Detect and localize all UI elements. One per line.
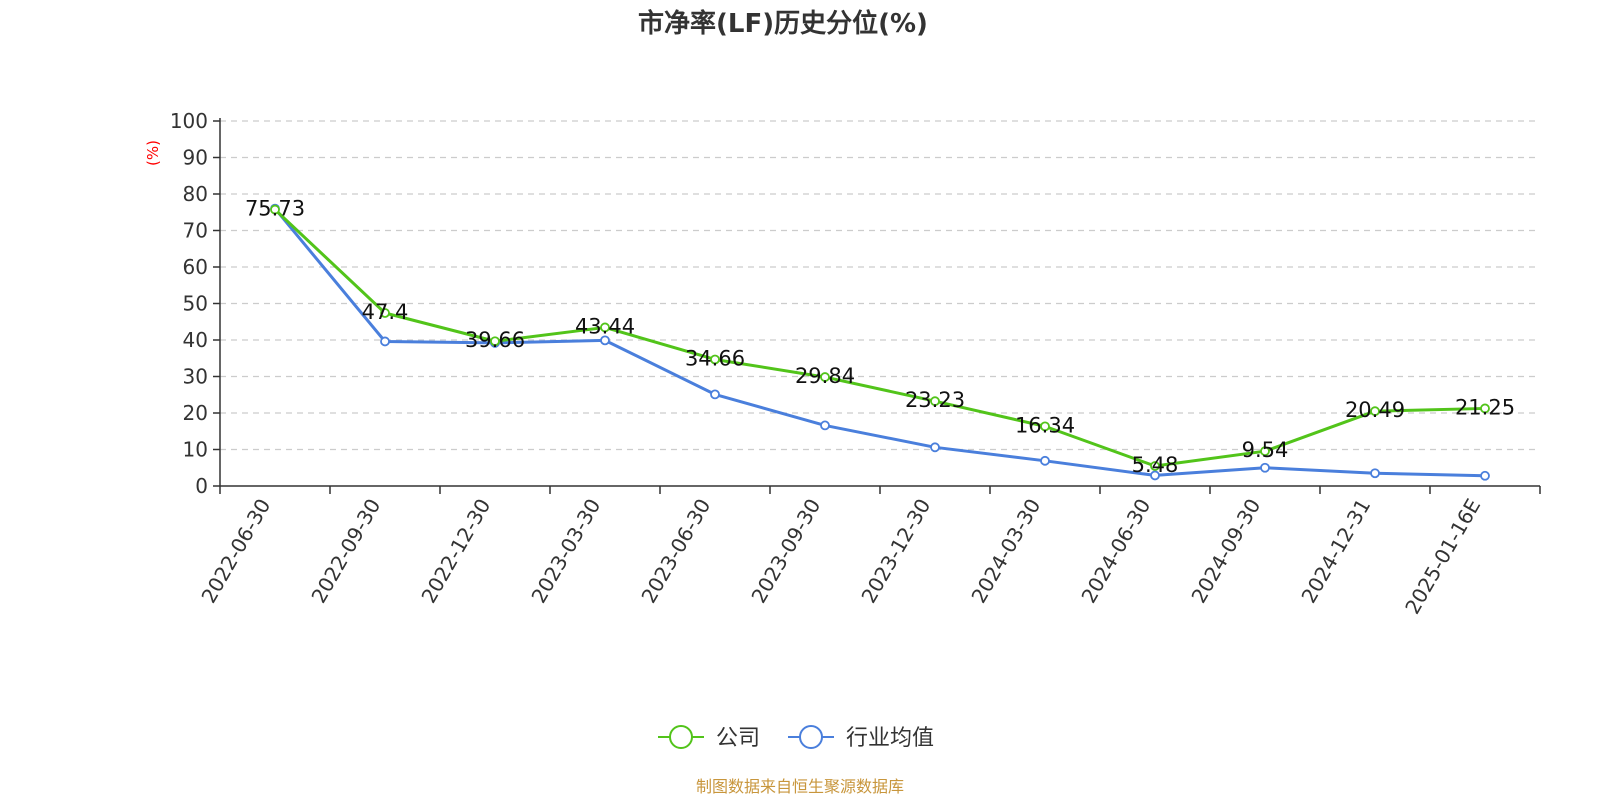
source-note: 制图数据来自恒生聚源数据库 (696, 777, 904, 796)
data-point-industry (380, 336, 390, 347)
data-point-company (1260, 446, 1270, 457)
data-point-industry (1040, 455, 1050, 466)
data-point-industry (710, 389, 720, 400)
y-tick-label: 80 (183, 182, 208, 206)
data-labels: 75.73 47.4 39.66 43.44 34.66 29.84 23.23 16.34 5… (245, 197, 1515, 477)
legend-label-company: 公司 (716, 726, 760, 751)
y-tick-label: 70 (183, 219, 208, 243)
data-point-industry (1480, 470, 1490, 481)
data-point-company (710, 354, 720, 365)
series-line-industry (273, 207, 1486, 478)
legend-marker-industry (799, 725, 823, 749)
data-point-company (270, 204, 280, 215)
data-point-company (490, 336, 500, 347)
x-tick-label: 2025-01-16E (1400, 495, 1485, 619)
data-point-industry (820, 420, 830, 431)
y-tick-label: 50 (183, 292, 208, 316)
x-tick-label: 2024-09-30 (1186, 495, 1265, 608)
data-label: 23.23 (905, 388, 965, 412)
series-line-company (273, 208, 1486, 468)
x-tick-label: 2023-12-30 (856, 495, 935, 608)
legend-item-industry[interactable]: 行业均值 (788, 725, 934, 751)
y-tick-label: 10 (183, 438, 208, 462)
data-point-company (1370, 406, 1380, 417)
x-tick-label: 2023-06-30 (636, 495, 715, 608)
x-tick-label: 2022-12-30 (416, 495, 495, 608)
data-label: 21.25 (1455, 395, 1515, 419)
data-point-company (380, 308, 390, 318)
data-label: 75.73 (245, 197, 305, 221)
data-point-company (1040, 421, 1050, 432)
legend-label-industry: 行业均值 (846, 726, 934, 751)
legend-item-company[interactable]: 公司 (658, 725, 760, 751)
data-point-industry (600, 335, 610, 346)
x-tick-label: 2022-06-30 (196, 495, 275, 608)
data-label: 34.66 (685, 346, 745, 370)
x-tick-label: 2024-12-31 (1296, 495, 1375, 608)
data-point-industry (930, 442, 940, 453)
data-point-industry (1150, 470, 1160, 481)
data-point-company (600, 322, 610, 333)
data-label: 39.66 (465, 328, 525, 352)
x-tick-label: 2024-06-30 (1076, 495, 1155, 608)
x-tick-label: 2022-09-30 (306, 495, 385, 608)
y-tick-label: 40 (183, 328, 208, 352)
y-tick-label: 90 (183, 146, 208, 170)
gridlines (220, 120, 1540, 451)
data-label: 29.84 (795, 364, 855, 388)
data-label: 47.4 (362, 300, 409, 324)
data-point-company (1480, 403, 1490, 414)
data-point-company (820, 372, 830, 382)
data-label: 9.54 (1242, 438, 1289, 462)
data-point-industry (1370, 468, 1380, 479)
y-tick-label: 20 (183, 401, 208, 425)
x-tick-label: 2024-03-30 (966, 495, 1045, 608)
series-lines (270, 203, 1490, 481)
data-point-industry (1260, 462, 1270, 473)
y-axis-label: (%) (144, 140, 162, 166)
data-point-company (930, 396, 940, 407)
y-tick-label: 30 (183, 365, 208, 389)
y-tick-label: 60 (183, 255, 208, 279)
data-label: 16.34 (1015, 413, 1075, 437)
data-label: 5.48 (1132, 453, 1179, 477)
chart-title: 市净率(LF)历史分位(%) (638, 8, 928, 39)
y-tick-label: 0 (195, 474, 208, 498)
data-point-company (1150, 461, 1160, 471)
data-label: 43.44 (575, 314, 635, 338)
legend: 公司 行业均值 (658, 725, 934, 751)
data-label: 20.49 (1345, 398, 1405, 422)
x-tick-label: 2023-03-30 (526, 495, 605, 608)
y-tick-label: 100 (170, 109, 208, 133)
x-tick-label: 2023-09-30 (746, 495, 825, 608)
legend-marker-company (669, 725, 693, 749)
